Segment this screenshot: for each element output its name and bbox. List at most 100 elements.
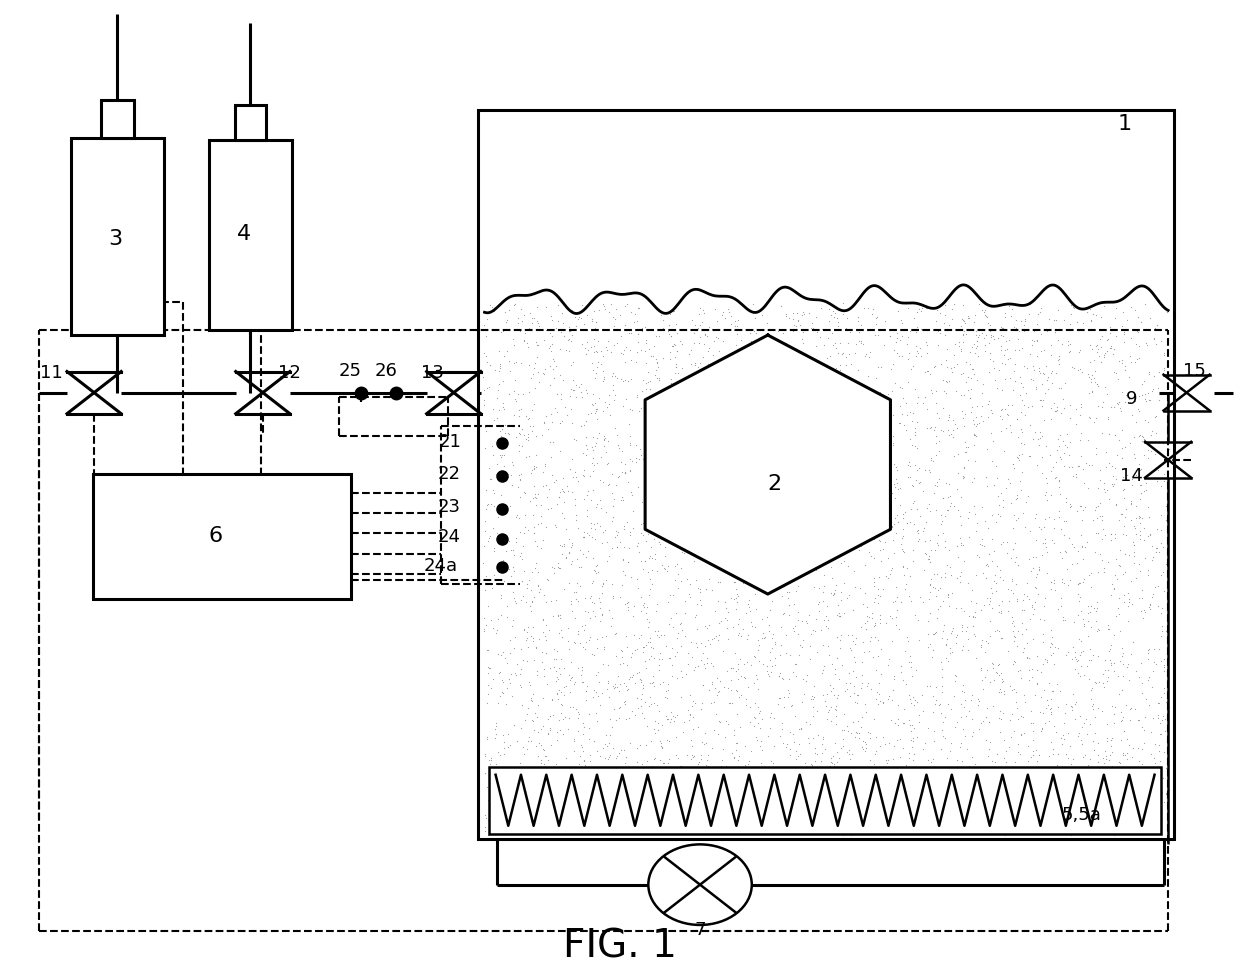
Point — [644, 771, 663, 786]
Point — [658, 676, 678, 692]
Point — [1145, 409, 1164, 424]
Point — [994, 371, 1014, 386]
Point — [985, 331, 1004, 346]
Point — [792, 639, 812, 655]
Point — [972, 499, 992, 515]
Point — [1136, 391, 1156, 407]
Point — [583, 450, 603, 466]
Point — [728, 773, 748, 788]
Point — [1023, 549, 1043, 564]
Point — [477, 732, 497, 747]
Point — [691, 585, 711, 600]
Point — [521, 733, 541, 748]
Point — [991, 681, 1011, 697]
Point — [616, 799, 636, 814]
Point — [960, 390, 980, 406]
Point — [511, 641, 531, 657]
Point — [935, 565, 955, 581]
Point — [503, 457, 523, 473]
Point — [562, 537, 582, 553]
Point — [735, 790, 755, 806]
Point — [795, 771, 815, 786]
Point — [894, 715, 914, 731]
Point — [712, 459, 732, 475]
Point — [1038, 369, 1058, 384]
Point — [962, 802, 982, 817]
Point — [1052, 591, 1071, 606]
Point — [970, 415, 990, 431]
Point — [890, 398, 910, 414]
Point — [728, 656, 748, 671]
Point — [848, 687, 868, 703]
Point — [1063, 639, 1083, 655]
Point — [624, 314, 644, 330]
Point — [481, 752, 501, 768]
Point — [575, 798, 595, 813]
Point — [636, 381, 656, 397]
Point — [1004, 633, 1024, 649]
Point — [650, 734, 670, 749]
Text: 2: 2 — [766, 474, 781, 493]
Point — [1123, 537, 1143, 553]
Point — [704, 694, 724, 709]
Point — [830, 759, 849, 775]
Text: 21: 21 — [438, 433, 461, 450]
Point — [832, 657, 852, 672]
Point — [727, 337, 746, 352]
Point — [588, 402, 608, 417]
Point — [525, 723, 544, 739]
Point — [923, 689, 942, 704]
Point — [688, 759, 708, 775]
Point — [774, 700, 794, 715]
Point — [776, 411, 796, 426]
Point — [577, 346, 596, 362]
Point — [479, 792, 498, 808]
Point — [864, 550, 884, 565]
Point — [667, 784, 687, 800]
Point — [763, 338, 782, 353]
Point — [851, 538, 870, 554]
Point — [745, 729, 765, 744]
Point — [1063, 813, 1083, 829]
Point — [487, 455, 507, 471]
Point — [929, 807, 949, 822]
Point — [821, 683, 841, 699]
Point — [660, 351, 680, 367]
Point — [604, 680, 624, 696]
Point — [883, 435, 903, 450]
Point — [851, 581, 870, 596]
Point — [1022, 793, 1042, 809]
Point — [618, 658, 637, 673]
Point — [905, 778, 925, 794]
Point — [745, 710, 765, 726]
Point — [928, 583, 947, 598]
Point — [925, 478, 945, 493]
Point — [905, 814, 925, 830]
Point — [967, 333, 987, 348]
Point — [1073, 781, 1092, 797]
Point — [1033, 824, 1053, 840]
Point — [1116, 439, 1136, 454]
Point — [838, 559, 858, 574]
Point — [515, 712, 534, 728]
Point — [682, 650, 702, 666]
Point — [595, 394, 615, 410]
Point — [585, 563, 605, 579]
Point — [538, 726, 558, 741]
Point — [737, 360, 756, 376]
Point — [884, 516, 904, 531]
Text: 25: 25 — [339, 362, 362, 379]
Point — [947, 715, 967, 731]
Point — [1042, 705, 1061, 721]
Point — [749, 653, 769, 668]
Point — [858, 817, 878, 833]
Point — [614, 800, 634, 815]
Point — [848, 363, 868, 378]
Point — [925, 502, 945, 518]
Point — [543, 434, 563, 450]
Point — [799, 483, 818, 498]
Point — [931, 507, 951, 523]
Point — [827, 702, 847, 717]
Point — [821, 480, 841, 495]
Point — [870, 616, 890, 631]
